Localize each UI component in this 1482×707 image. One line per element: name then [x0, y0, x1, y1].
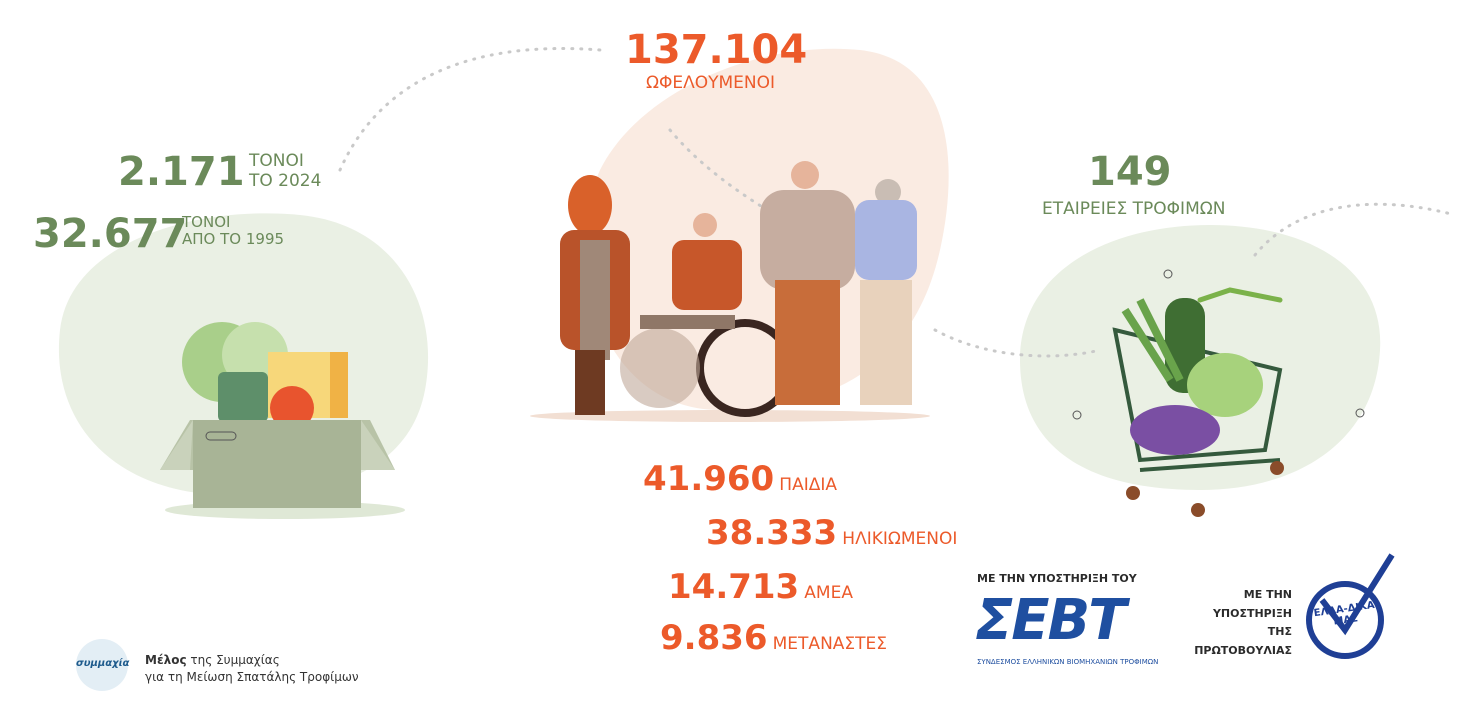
breakdown-row: 14.713 ΑΜΕΑ	[668, 570, 853, 604]
tonnes-total-label: ΤΟΝΟΙ ΑΠΟ ΤΟ 1995	[182, 213, 285, 249]
companies-label: ΕΤΑΙΡΕΙΕΣ ΤΡΟΦΙΜΩΝ	[1042, 199, 1226, 219]
initiative-caption: ΜΕ ΤΗΝ ΥΠΟΣΤΗΡΙΞΗ ΤΗΣ ΠΡΩΤΟΒΟΥΛΙΑΣ	[1180, 586, 1292, 661]
label-line: ΤΟΝΟΙ	[182, 213, 231, 231]
sevt-subtitle: ΣΥΝΔΕΣΜΟΣ ΕΛΛΗΝΙΚΩΝ ΒΙΟΜΗΧΑΝΙΩΝ ΤΡΟΦΙΜΩΝ	[977, 658, 1159, 666]
alliance-member: Μέλος	[145, 653, 187, 667]
breakdown-number: 14.713	[668, 567, 800, 607]
breakdown-number: 38.333	[706, 513, 838, 553]
tonnes-total-number: 32.677	[33, 211, 188, 257]
label-line: ΤΟ 2024	[249, 170, 322, 191]
alliance-line: Μέλος της Συμμαχίας	[145, 652, 359, 669]
beneficiaries-number: 137.104	[625, 27, 808, 73]
breakdown-row: 41.960 ΠΑΙΔΙΑ	[643, 462, 837, 496]
sevt-caption: ΜΕ ΤΗΝ ΥΠΟΣΤΗΡΙΞΗ ΤΟΥ	[977, 572, 1137, 585]
tonnes-2024-label: ΤΟΝΟΙ ΤΟ 2024	[249, 151, 322, 191]
breakdown-label: ΗΛΙΚΙΩΜΕΝΟΙ	[842, 529, 958, 549]
sevt-logo: ΣΕΒΤ	[975, 588, 1126, 653]
breakdown-number: 41.960	[643, 459, 775, 499]
caption-line: ΜΕ ΤΗΝ	[1243, 588, 1292, 601]
alliance-line-2: για τη Μείωση Σπατάλης Τροφίμων	[145, 669, 359, 684]
alliance-logo: συμμαχία	[76, 658, 130, 669]
alliance-text: Μέλος της Συμμαχίας για τη Μείωση Σπατάλ…	[145, 652, 359, 686]
companies-number: 149	[1088, 149, 1172, 195]
beneficiaries-label: ΩΦΕΛΟΥΜΕΝΟΙ	[646, 73, 776, 93]
breakdown-row: 38.333 ΗΛΙΚΙΩΜΕΝΟΙ	[706, 516, 957, 550]
caption-line: ΤΗΣ	[1267, 625, 1292, 639]
caption-line: ΥΠΟΣΤΗΡΙΞΗ	[1212, 606, 1292, 620]
label-line: ΑΠΟ ΤΟ 1995	[182, 230, 285, 249]
label-line: ΤΟΝΟΙ	[249, 151, 304, 171]
breakdown-number: 9.836	[660, 618, 768, 658]
tonnes-2024-number: 2.171	[118, 149, 245, 195]
breakdown-label: ΑΜΕΑ	[804, 583, 853, 603]
breakdown-row: 9.836 ΜΕΤΑΝΑΣΤΕΣ	[660, 621, 887, 655]
alliance-line-1: της Συμμαχίας	[190, 653, 280, 667]
breakdown-label: ΠΑΙΔΙΑ	[779, 475, 837, 495]
breakdown-label: ΜΕΤΑΝΑΣΤΕΣ	[772, 634, 888, 654]
caption-line: ΠΡΩΤΟΒΟΥΛΙΑΣ	[1194, 644, 1292, 658]
